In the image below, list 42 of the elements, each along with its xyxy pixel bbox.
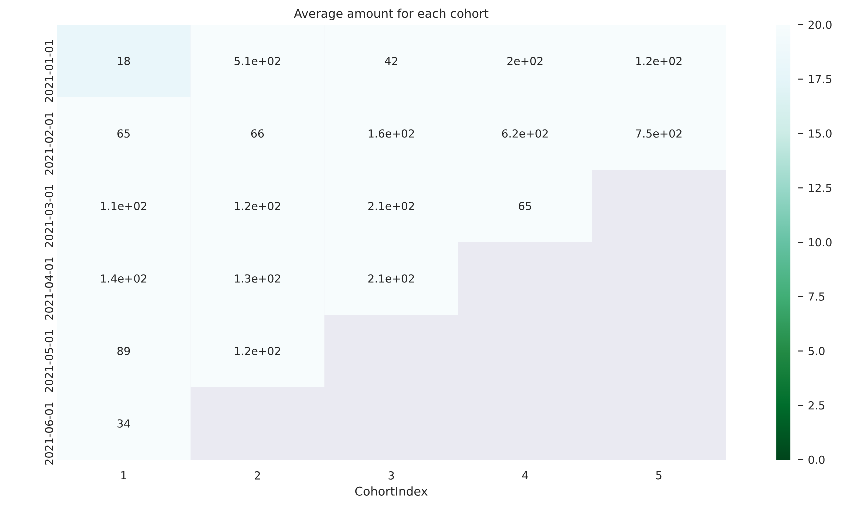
color-bar-label: 15.0 <box>809 130 832 138</box>
chart-title: Average amount for each cohort <box>294 8 489 21</box>
y-tick-label: 2021-02-01 <box>45 112 54 175</box>
data-label: 6.2e+02 <box>502 130 548 138</box>
data-label: 7.5e+02 <box>636 130 682 138</box>
x-tick-label: 1 <box>122 472 126 480</box>
data-label: 65 <box>118 130 130 138</box>
y-tick-label: 2021-05-01 <box>45 330 54 392</box>
data-label: 1.4e+02 <box>101 274 147 283</box>
y-tick-label: 2021-03-01 <box>45 185 54 248</box>
x-tick-label: 2 <box>255 472 260 480</box>
x-tick-label: 4 <box>522 472 528 480</box>
data-label: 1.6e+02 <box>368 130 414 138</box>
y-tick-label: 2021-01-01 <box>45 40 54 102</box>
data-label: 1.1e+02 <box>101 202 147 210</box>
color-bar-label: 12.5 <box>809 184 832 192</box>
color-bar-label: 5.0 <box>808 347 825 356</box>
x-tick-label: 5 <box>656 472 662 480</box>
data-label: 1.3e+02 <box>235 274 280 283</box>
data-label: 34 <box>118 420 130 428</box>
color-bar-label: 20.0 <box>808 20 832 30</box>
data-label: 1.2e+02 <box>235 347 280 356</box>
data-label: 2e+02 <box>508 57 543 66</box>
data-label: 65 <box>519 202 532 210</box>
data-label: 1.2e+02 <box>636 57 682 66</box>
y-tick-label: 2021-06-01 <box>45 402 54 465</box>
data-label: 1.2e+02 <box>235 202 280 210</box>
color-bar-label: 17.5 <box>809 75 832 84</box>
color-bar-label: 2.5 <box>808 401 825 410</box>
x-axis-title: CohortIndex <box>356 486 428 496</box>
data-label: 18 <box>118 57 130 66</box>
data-label: 66 <box>251 130 264 138</box>
y-tick-label: 2021-04-01 <box>45 258 54 320</box>
data-label: 2.1e+02 <box>368 202 414 210</box>
color-bar-label: 10.0 <box>809 238 832 247</box>
data-label: 2.1e+02 <box>368 274 414 283</box>
data-label: 5.1e+02 <box>234 57 280 66</box>
color-bar-label: 0.0 <box>808 456 825 464</box>
color-bar-label: 7.5 <box>808 292 825 301</box>
data-label: 42 <box>385 57 398 66</box>
data-label: 89 <box>118 347 130 356</box>
x-tick-label: 3 <box>388 472 394 480</box>
